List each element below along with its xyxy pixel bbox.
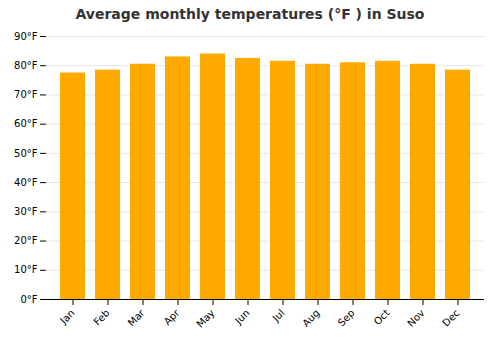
svg-text:80°F: 80°F (14, 60, 38, 71)
svg-text:Sep: Sep (336, 307, 357, 328)
svg-text:Jan: Jan (57, 307, 76, 326)
html-text:Average monthly temperatures (: Average monthly temperatures (°F ) in Su… (75, 6, 425, 22)
svg-text:30°F: 30°F (14, 206, 38, 217)
svg-text:90°F: 90°F (14, 31, 38, 42)
svg-text:Mar: Mar (126, 307, 148, 329)
svg-text:40°F: 40°F (14, 177, 38, 188)
svg-text:50°F: 50°F (14, 148, 38, 159)
svg-text:Dec: Dec (440, 307, 461, 328)
svg-text:Oct: Oct (372, 307, 392, 327)
svg-text:70°F: 70°F (14, 89, 38, 100)
svg-text:10°F: 10°F (14, 264, 38, 275)
svg-text:20°F: 20°F (14, 235, 38, 246)
svg-text:Feb: Feb (91, 307, 111, 327)
svg-text:Nov: Nov (405, 307, 427, 329)
svg-text:Aug: Aug (300, 307, 322, 329)
svg-text:Jul: Jul (270, 307, 287, 324)
svg-text:May: May (194, 307, 216, 329)
svg-text:Jun: Jun (232, 307, 252, 327)
svg-text:60°F: 60°F (14, 118, 38, 129)
svg-text:Apr: Apr (162, 307, 183, 328)
svg-text:0°F: 0°F (20, 294, 37, 305)
